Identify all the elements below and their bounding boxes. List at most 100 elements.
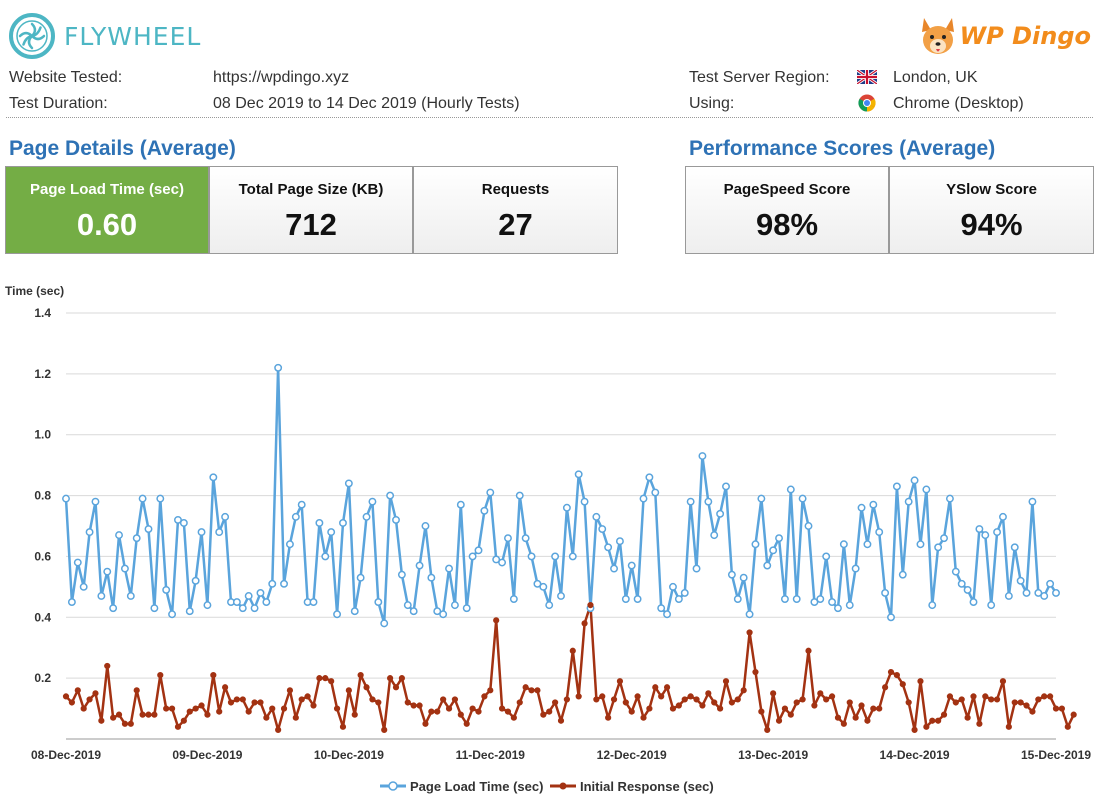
data-point-load xyxy=(268,579,277,588)
data-point-load xyxy=(975,525,984,533)
data-point-response xyxy=(157,672,164,679)
data-point-response xyxy=(222,684,229,691)
data-point-response xyxy=(251,699,258,706)
data-point-load xyxy=(203,601,212,610)
partner-logo-text: WP Dingo xyxy=(959,22,1091,50)
data-point-response xyxy=(563,696,570,703)
data-point-load xyxy=(427,573,436,582)
data-point-load xyxy=(274,363,283,372)
data-point-response xyxy=(534,687,541,694)
data-point-response xyxy=(104,662,111,670)
data-point-load xyxy=(533,579,542,588)
data-point-response xyxy=(469,705,476,712)
data-point-load xyxy=(822,552,831,561)
data-point-response xyxy=(92,690,99,697)
yslow-score-value: 94% xyxy=(960,207,1023,242)
data-point-load xyxy=(480,506,489,515)
data-point-load xyxy=(916,540,925,549)
data-point-load xyxy=(987,601,996,610)
data-point-load xyxy=(945,494,954,503)
region-value: London, UK xyxy=(893,69,978,86)
data-point-response xyxy=(292,714,299,721)
data-point-load xyxy=(669,582,677,591)
data-point-response xyxy=(316,675,323,682)
data-point-load xyxy=(834,604,842,613)
data-point-response xyxy=(80,705,87,712)
data-point-response xyxy=(280,705,288,712)
data-point-load xyxy=(403,601,412,610)
data-point-load xyxy=(315,519,324,527)
data-point-response xyxy=(858,702,865,709)
data-point-response xyxy=(828,693,836,700)
data-point-load xyxy=(663,610,672,619)
data-point-response xyxy=(870,705,877,712)
data-point-load xyxy=(504,534,512,543)
data-point-load xyxy=(733,595,742,603)
data-point-load xyxy=(291,512,300,521)
data-point-response xyxy=(946,693,954,700)
data-point-load xyxy=(415,561,424,570)
data-point-load xyxy=(521,534,530,543)
data-point-response xyxy=(163,705,170,712)
data-point-response xyxy=(434,708,441,715)
using-value: Chrome (Desktop) xyxy=(893,95,1024,112)
data-point-load xyxy=(786,485,795,494)
data-point-response xyxy=(398,675,405,682)
data-point-load xyxy=(397,570,406,579)
data-point-response xyxy=(422,720,429,727)
data-point-load xyxy=(580,497,589,506)
data-point-response xyxy=(239,696,246,703)
data-point-load xyxy=(474,546,483,555)
legend-label: Initial Response (sec) xyxy=(580,779,714,794)
data-point-load xyxy=(645,473,654,482)
data-point-load xyxy=(339,519,347,527)
data-point-response xyxy=(168,705,176,712)
data-point-response xyxy=(98,717,105,724)
data-point-load xyxy=(73,558,82,567)
x-tick-label: 10-Dec-2019 xyxy=(314,748,384,762)
data-point-response xyxy=(622,699,629,706)
total-page-size-label: Total Page Size (KB) xyxy=(238,181,384,198)
data-point-load xyxy=(627,561,636,570)
data-point-response xyxy=(1052,705,1060,712)
data-point-load xyxy=(722,482,730,491)
data-point-response xyxy=(699,702,706,709)
data-point-load xyxy=(863,540,872,549)
data-point-response xyxy=(1058,705,1065,712)
data-point-load xyxy=(710,531,719,540)
data-point-load xyxy=(232,598,241,607)
data-point-response xyxy=(758,708,765,715)
data-point-load xyxy=(981,531,990,540)
data-point-load xyxy=(1052,588,1060,597)
data-point-response xyxy=(864,717,871,724)
data-point-response xyxy=(115,711,123,718)
data-point-response xyxy=(322,675,329,682)
yslow-score-card: YSlow Score 94% xyxy=(889,166,1094,254)
data-point-response xyxy=(587,602,594,609)
performance-title: Performance Scores (Average) xyxy=(689,137,996,160)
data-point-response xyxy=(1023,702,1030,709)
data-point-load xyxy=(456,500,465,509)
data-point-load xyxy=(674,595,683,603)
data-point-response xyxy=(451,696,459,703)
x-tick-label: 15-Dec-2019 xyxy=(1021,748,1091,762)
data-point-load xyxy=(898,570,907,579)
data-point-load xyxy=(67,598,76,607)
data-point-load xyxy=(639,494,648,503)
data-point-response xyxy=(805,647,812,654)
data-point-load xyxy=(179,519,188,527)
data-point-response xyxy=(687,693,694,700)
data-point-load xyxy=(887,613,895,622)
data-point-response xyxy=(999,678,1007,685)
data-point-response xyxy=(180,717,187,724)
total-page-size-card: Total Page Size (KB) 712 xyxy=(209,166,414,254)
data-point-response xyxy=(923,723,930,730)
data-point-response xyxy=(722,678,730,685)
data-point-load xyxy=(928,601,937,610)
x-tick-label: 12-Dec-2019 xyxy=(597,748,667,762)
data-point-load xyxy=(922,485,931,494)
data-point-load xyxy=(262,598,271,607)
data-point-load xyxy=(144,525,153,533)
data-point-response xyxy=(705,690,712,697)
data-point-response xyxy=(970,693,977,700)
